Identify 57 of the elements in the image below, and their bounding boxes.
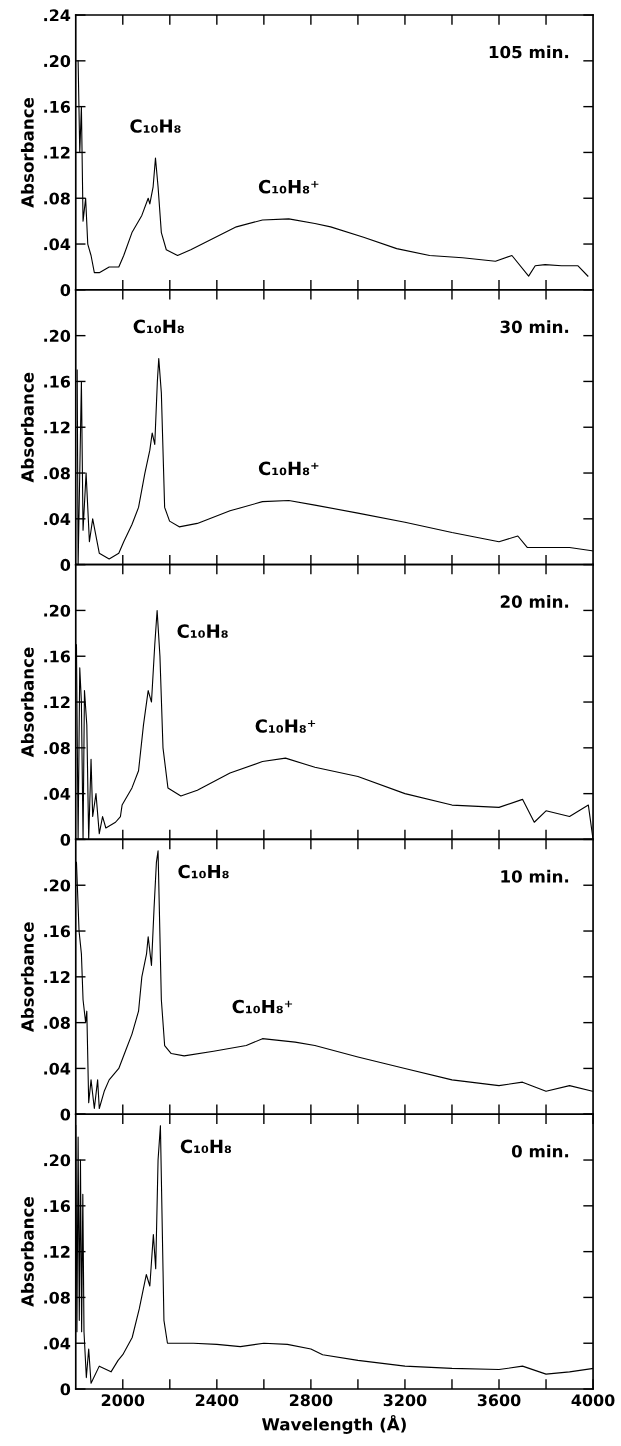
text: 105 min. [489, 45, 569, 59]
annotation: C₁₀H₈⁺ [232, 999, 293, 1014]
y-tick-label: .16 [44, 1200, 71, 1213]
y-tick-label: .16 [44, 100, 71, 113]
text: 10 min. [501, 869, 569, 883]
x-tick-label: 3600 [477, 1394, 521, 1407]
y-axis-title: Absorbance [20, 372, 34, 483]
y-axis-title: Absorbance [20, 97, 34, 208]
y-tick-label: .20 [44, 604, 71, 617]
y-tick-label: .16 [44, 650, 71, 663]
y-tick-label: .24 [44, 9, 71, 22]
y-tick-label: .16 [44, 925, 71, 938]
y-tick-label: 0 [60, 558, 71, 571]
x-tick-label: 2000 [101, 1394, 145, 1407]
x-tick-label: 2400 [195, 1394, 239, 1407]
y-tick-label: .20 [44, 1154, 71, 1167]
y-tick-label: .08 [44, 742, 70, 755]
x-tick-label: 4000 [571, 1394, 615, 1407]
y-tick-label: .08 [44, 1016, 70, 1029]
y-tick-label: .12 [44, 146, 70, 159]
y-tick-label: .04 [44, 1337, 71, 1350]
y-tick-label: .04 [44, 1062, 71, 1075]
y-axis-title: Absorbance [20, 647, 34, 758]
x-tick-label: 2800 [289, 1394, 333, 1407]
y-tick-label: .20 [44, 55, 71, 68]
y-tick-label: .12 [44, 971, 70, 983]
y-tick-label: .12 [44, 696, 70, 709]
y-tick-label: .04 [44, 787, 71, 800]
annotation: C₁₀H₈ [130, 119, 181, 133]
annotation: C₁₀H₈ [178, 864, 229, 879]
y-tick-label: .08 [44, 192, 70, 205]
y-tick-label: .04 [44, 238, 71, 251]
y-tick-label: 0 [60, 1108, 71, 1121]
y-tick-label: .20 [44, 329, 71, 342]
text: 20 min. [500, 595, 569, 608]
annotation: C₁₀H₈⁺ [258, 179, 319, 194]
y-tick-label: .20 [44, 879, 71, 892]
text: 0 min. [511, 1144, 569, 1158]
y-tick-label: 0 [60, 1383, 71, 1396]
y-tick-label: 0 [60, 833, 71, 846]
annotation: C₁₀H₈⁺ [258, 461, 319, 476]
y-tick-label: .08 [44, 1291, 70, 1304]
annotation: C₁₀H₈ [180, 1139, 232, 1154]
y-tick-label: .16 [44, 375, 71, 388]
annotation: C₁₀H₈ [177, 624, 228, 638]
annotation: C₁₀H₈⁺ [255, 719, 316, 733]
x-tick-label: 3200 [383, 1394, 427, 1407]
y-tick-label: 0 [60, 284, 71, 297]
y-tick-label: .08 [44, 467, 70, 480]
y-tick-label: .12 [44, 1245, 70, 1258]
y-axis-title: Absorbance [20, 1197, 34, 1307]
y-tick-label: .04 [44, 513, 71, 526]
x-axis-title: Wavelength (Å) [262, 1414, 406, 1434]
y-axis-title: Absorbance [20, 922, 34, 1033]
text: 30 min. [500, 320, 569, 334]
annotation: C₁₀H₈ [133, 319, 184, 334]
y-tick-label: .12 [44, 421, 70, 434]
